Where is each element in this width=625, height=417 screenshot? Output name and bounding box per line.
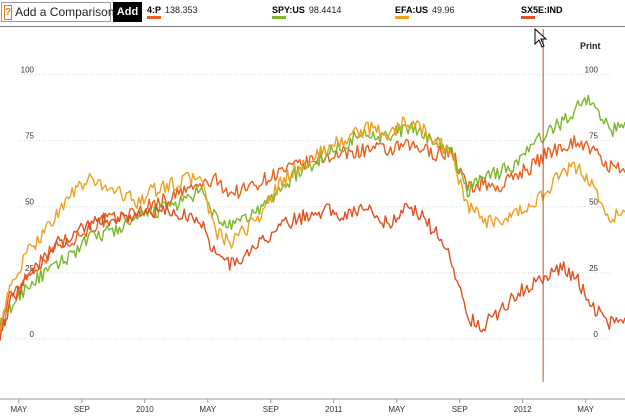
legend-symbol: EFA:US bbox=[395, 5, 429, 15]
legend-symbol: SX5E:IND bbox=[521, 5, 563, 15]
legend-value: 138.353 bbox=[165, 5, 198, 15]
y-tick-label-left: 50 bbox=[25, 198, 34, 207]
x-tick-label: MAY bbox=[388, 405, 405, 414]
series-line-4-p[interactable] bbox=[0, 135, 625, 333]
legend-item-spy[interactable]: SPY:US 98.4414 bbox=[272, 5, 341, 15]
legend-item-efa[interactable]: EFA:US 49.96 bbox=[395, 5, 455, 15]
legend-swatch-4p bbox=[147, 16, 161, 19]
y-tick-label-left: 75 bbox=[25, 132, 34, 141]
mouse-cursor-icon bbox=[534, 28, 548, 48]
legend-swatch-spy bbox=[272, 16, 286, 19]
x-tick-label: SEP bbox=[452, 405, 468, 414]
toolbar: ? Add a Comparison Add 4:P 138.353 SPY:US… bbox=[0, 0, 625, 27]
legend-item-sx5e[interactable]: SX5E:IND bbox=[521, 5, 567, 15]
x-tick-label: SEP bbox=[263, 405, 279, 414]
x-tick-label: SEP bbox=[74, 405, 90, 414]
y-tick-label-right: 25 bbox=[589, 264, 598, 273]
y-tick-label-right: 75 bbox=[589, 132, 598, 141]
legend-item-4p[interactable]: 4:P 138.353 bbox=[147, 5, 198, 15]
x-tick-label: MAY bbox=[11, 405, 28, 414]
y-tick-label-left: 25 bbox=[25, 264, 34, 273]
add-comparison-input[interactable]: ? Add a Comparison bbox=[1, 2, 115, 22]
add-comparison-label: Add a Comparison bbox=[15, 5, 115, 19]
line-chart[interactable]: 0 0 25 25 50 50 75 75 100 100 MAY SEP 2010 MAY SEP 2011… bbox=[0, 27, 625, 417]
legend-swatch-sx5e bbox=[521, 16, 535, 19]
y-tick-label-right: 0 bbox=[594, 330, 599, 339]
x-tick-label: MAY bbox=[199, 405, 216, 414]
add-button[interactable]: Add bbox=[113, 2, 142, 22]
series-line-efa-us[interactable] bbox=[0, 116, 625, 334]
y-tick-label-right: 50 bbox=[589, 198, 598, 207]
series-line-sx5e-ind[interactable] bbox=[0, 202, 625, 341]
legend-swatch-efa bbox=[395, 16, 409, 19]
y-tick-label-left: 0 bbox=[30, 330, 35, 339]
x-tick-label: 2010 bbox=[136, 405, 154, 414]
help-icon[interactable]: ? bbox=[4, 4, 13, 20]
y-tick-label-left: 100 bbox=[21, 66, 35, 75]
x-tick-label: MAY bbox=[577, 405, 594, 414]
legend-value: 98.4414 bbox=[308, 5, 342, 15]
print-link[interactable]: Print bbox=[580, 41, 601, 51]
x-tick-label: 2012 bbox=[514, 405, 532, 414]
x-tick-label: 2011 bbox=[325, 405, 343, 414]
legend-symbol: 4:P bbox=[147, 5, 162, 15]
series-line-spy-us[interactable] bbox=[0, 94, 625, 339]
y-tick-label-right: 100 bbox=[585, 66, 599, 75]
legend-value: 49.96 bbox=[432, 5, 455, 15]
legend-symbol: SPY:US bbox=[272, 5, 305, 15]
